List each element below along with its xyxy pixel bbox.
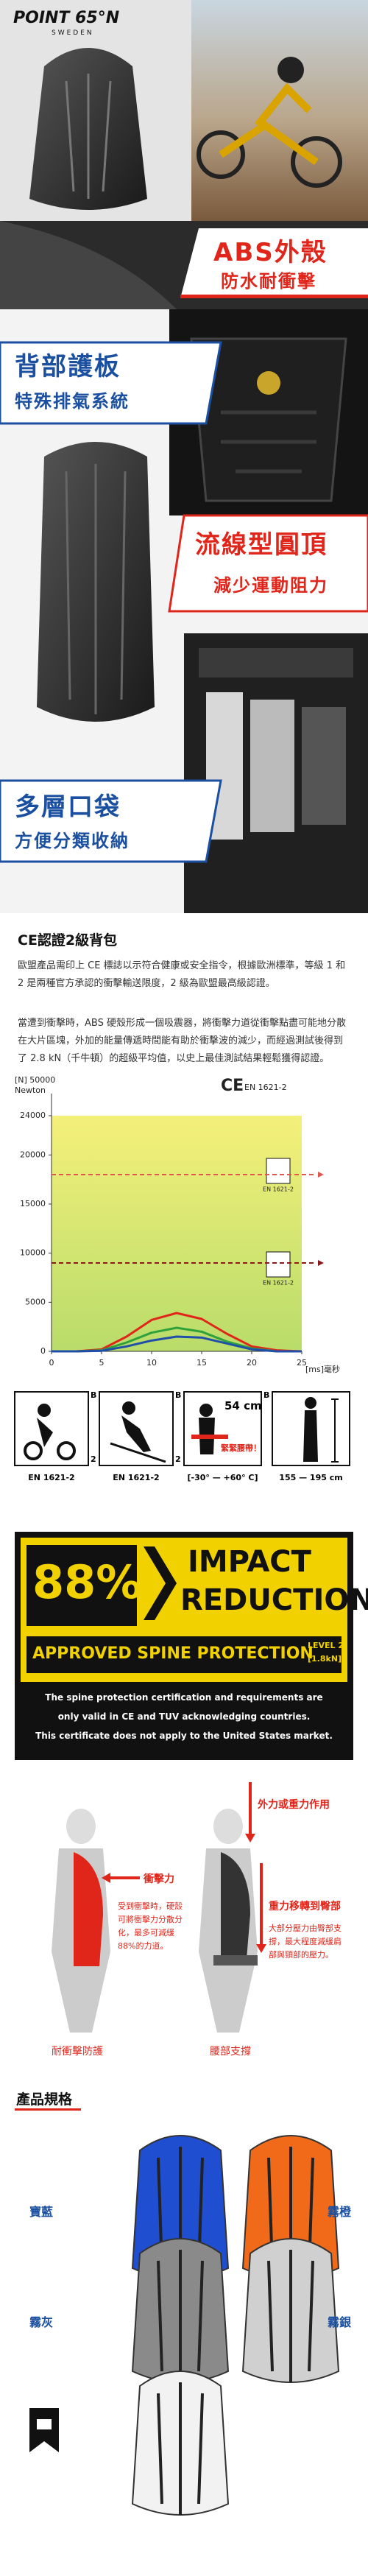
icon-label: [-30° — +60° C] [187,1473,258,1482]
paragraph: 歐盟產品需印上 CE 標誌以示符合健康或安全指令，根據歐洲標準，等級 1 和 2… [18,960,346,989]
y-tick-label: 10000 [20,1248,46,1258]
diagram-caption: 耐衝擊防護 [52,2046,103,2058]
specs-title: 產品規格 [16,2091,73,2108]
impact-title: REDUCTION [180,1583,368,1617]
diagram-text: 受到衝擊時，硬殼可將衝擊力分散分化，最多可減緩88%的力道。 [118,1901,183,1951]
impact-percent: 88% [32,1555,142,1609]
x-tick-label: 5 [99,1358,105,1368]
product-ridges [157,2250,204,2382]
banner-main: 流線型圓頂 [195,530,328,560]
variant-label: 霧灰 [29,2315,54,2329]
banner-main: ABS外殼 [213,238,328,267]
x-tick-label: 15 [197,1358,207,1368]
impact-title: IMPACT [188,1545,311,1579]
icon-label: EN 1621-2 [263,1186,294,1193]
badge-note: only valid in CE and TUV acknowledging c… [57,1711,311,1722]
icon-corner: B [175,1390,182,1400]
brand-sub: SWEDEN [52,29,94,37]
arrow-label: 衝擊力 [144,1873,174,1885]
series-line [52,1335,302,1353]
ce-mark: CE [221,1077,244,1095]
y-top-label: [N] 50000 [15,1075,55,1085]
banner-sub: 減少運動阻力 [213,575,328,596]
x-tick-label: 20 [247,1358,257,1368]
banner-sub: 特殊排氣系統 [15,391,130,412]
reference-arrow [318,1260,324,1266]
badge-note: This certificate does not apply to the U… [35,1731,333,1741]
icon-size: 54 cm [224,1399,262,1412]
product-ridges [267,2250,314,2382]
banner-sub: 方便分類收納 [15,831,130,851]
approved: APPROVED SPINE PROTECTION [32,1644,314,1663]
x-tick-label: 25 [297,1358,307,1368]
icon-corner: B [91,1390,97,1400]
section-title: CE認證2級背包 [18,932,118,949]
diagram-text: 大部分壓力由臀部支撐，最大程度減緩肩部與頸部的壓力。 [269,1924,342,1960]
paragraph: 當遭到衝擊時，ABS 硬殼形成一個吸震器，將衝擊力道從衝擊點盡可能地分散在大片區… [18,1018,346,1064]
x-tick-label: 10 [146,1358,157,1368]
banner-sub: 防水耐衝擊 [221,271,316,292]
icon-label: 155 — 195 cm [279,1473,343,1482]
icon-corner: 2 [175,1454,181,1464]
arrow-label: 重力移轉到臀部 [269,1901,341,1912]
y-unit: Newton [15,1085,46,1095]
product-ridges [157,2382,204,2515]
standard-label: EN 1621-2 [244,1083,287,1092]
variant-label: 霧銀 [328,2315,352,2329]
y-tick-label: 15000 [20,1199,46,1208]
y-tick-label: 5000 [25,1297,46,1306]
icon-label: EN 1621-2 [263,1280,294,1287]
arrow-label: 外力或重力作用 [258,1799,330,1811]
badge-note: The spine protection certification and r… [45,1692,323,1703]
level-icon [266,1251,291,1278]
y-tick-label: 0 [40,1346,46,1356]
icon-corner: 2 [91,1454,96,1464]
banner-main: 多層口袋 [15,792,121,822]
icon-corner: B [263,1390,270,1400]
icon-label: EN 1621-2 [113,1473,160,1482]
variant-label: 霧橙 [328,2205,352,2219]
reference-arrow [318,1172,324,1178]
icon-label: EN 1621-2 [28,1473,75,1482]
level: LEVEL 2 [308,1641,344,1650]
icon-note: 緊緊腰帶！ [221,1443,261,1453]
variant-label: 寶藍 [29,2205,54,2219]
banner-main: 背部護板 [15,352,121,381]
brand: POINT 65°N [13,9,120,27]
impact-chart: CE EN 1621-2 [N] 50000 Newton [ms]毫秒 EN … [15,1075,340,1374]
level-kn: [1.8kN] [308,1654,342,1664]
x-label: [ms]毫秒 [305,1364,340,1374]
y-tick-label: 20000 [20,1150,46,1159]
plot-area [52,1116,302,1351]
level-icon [266,1158,291,1184]
x-tick-label: 0 [49,1358,54,1368]
diagram-caption: 腰部支撐 [210,2046,251,2058]
y-tick-label: 24000 [20,1111,46,1120]
